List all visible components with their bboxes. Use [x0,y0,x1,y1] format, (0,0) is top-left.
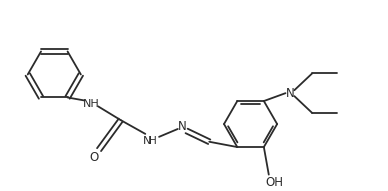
Text: H: H [149,136,157,146]
Text: N: N [178,120,187,133]
Text: O: O [90,151,99,164]
Text: N: N [143,136,151,146]
Text: OH: OH [266,176,284,189]
Text: N: N [286,87,295,100]
Text: NH: NH [83,99,100,109]
